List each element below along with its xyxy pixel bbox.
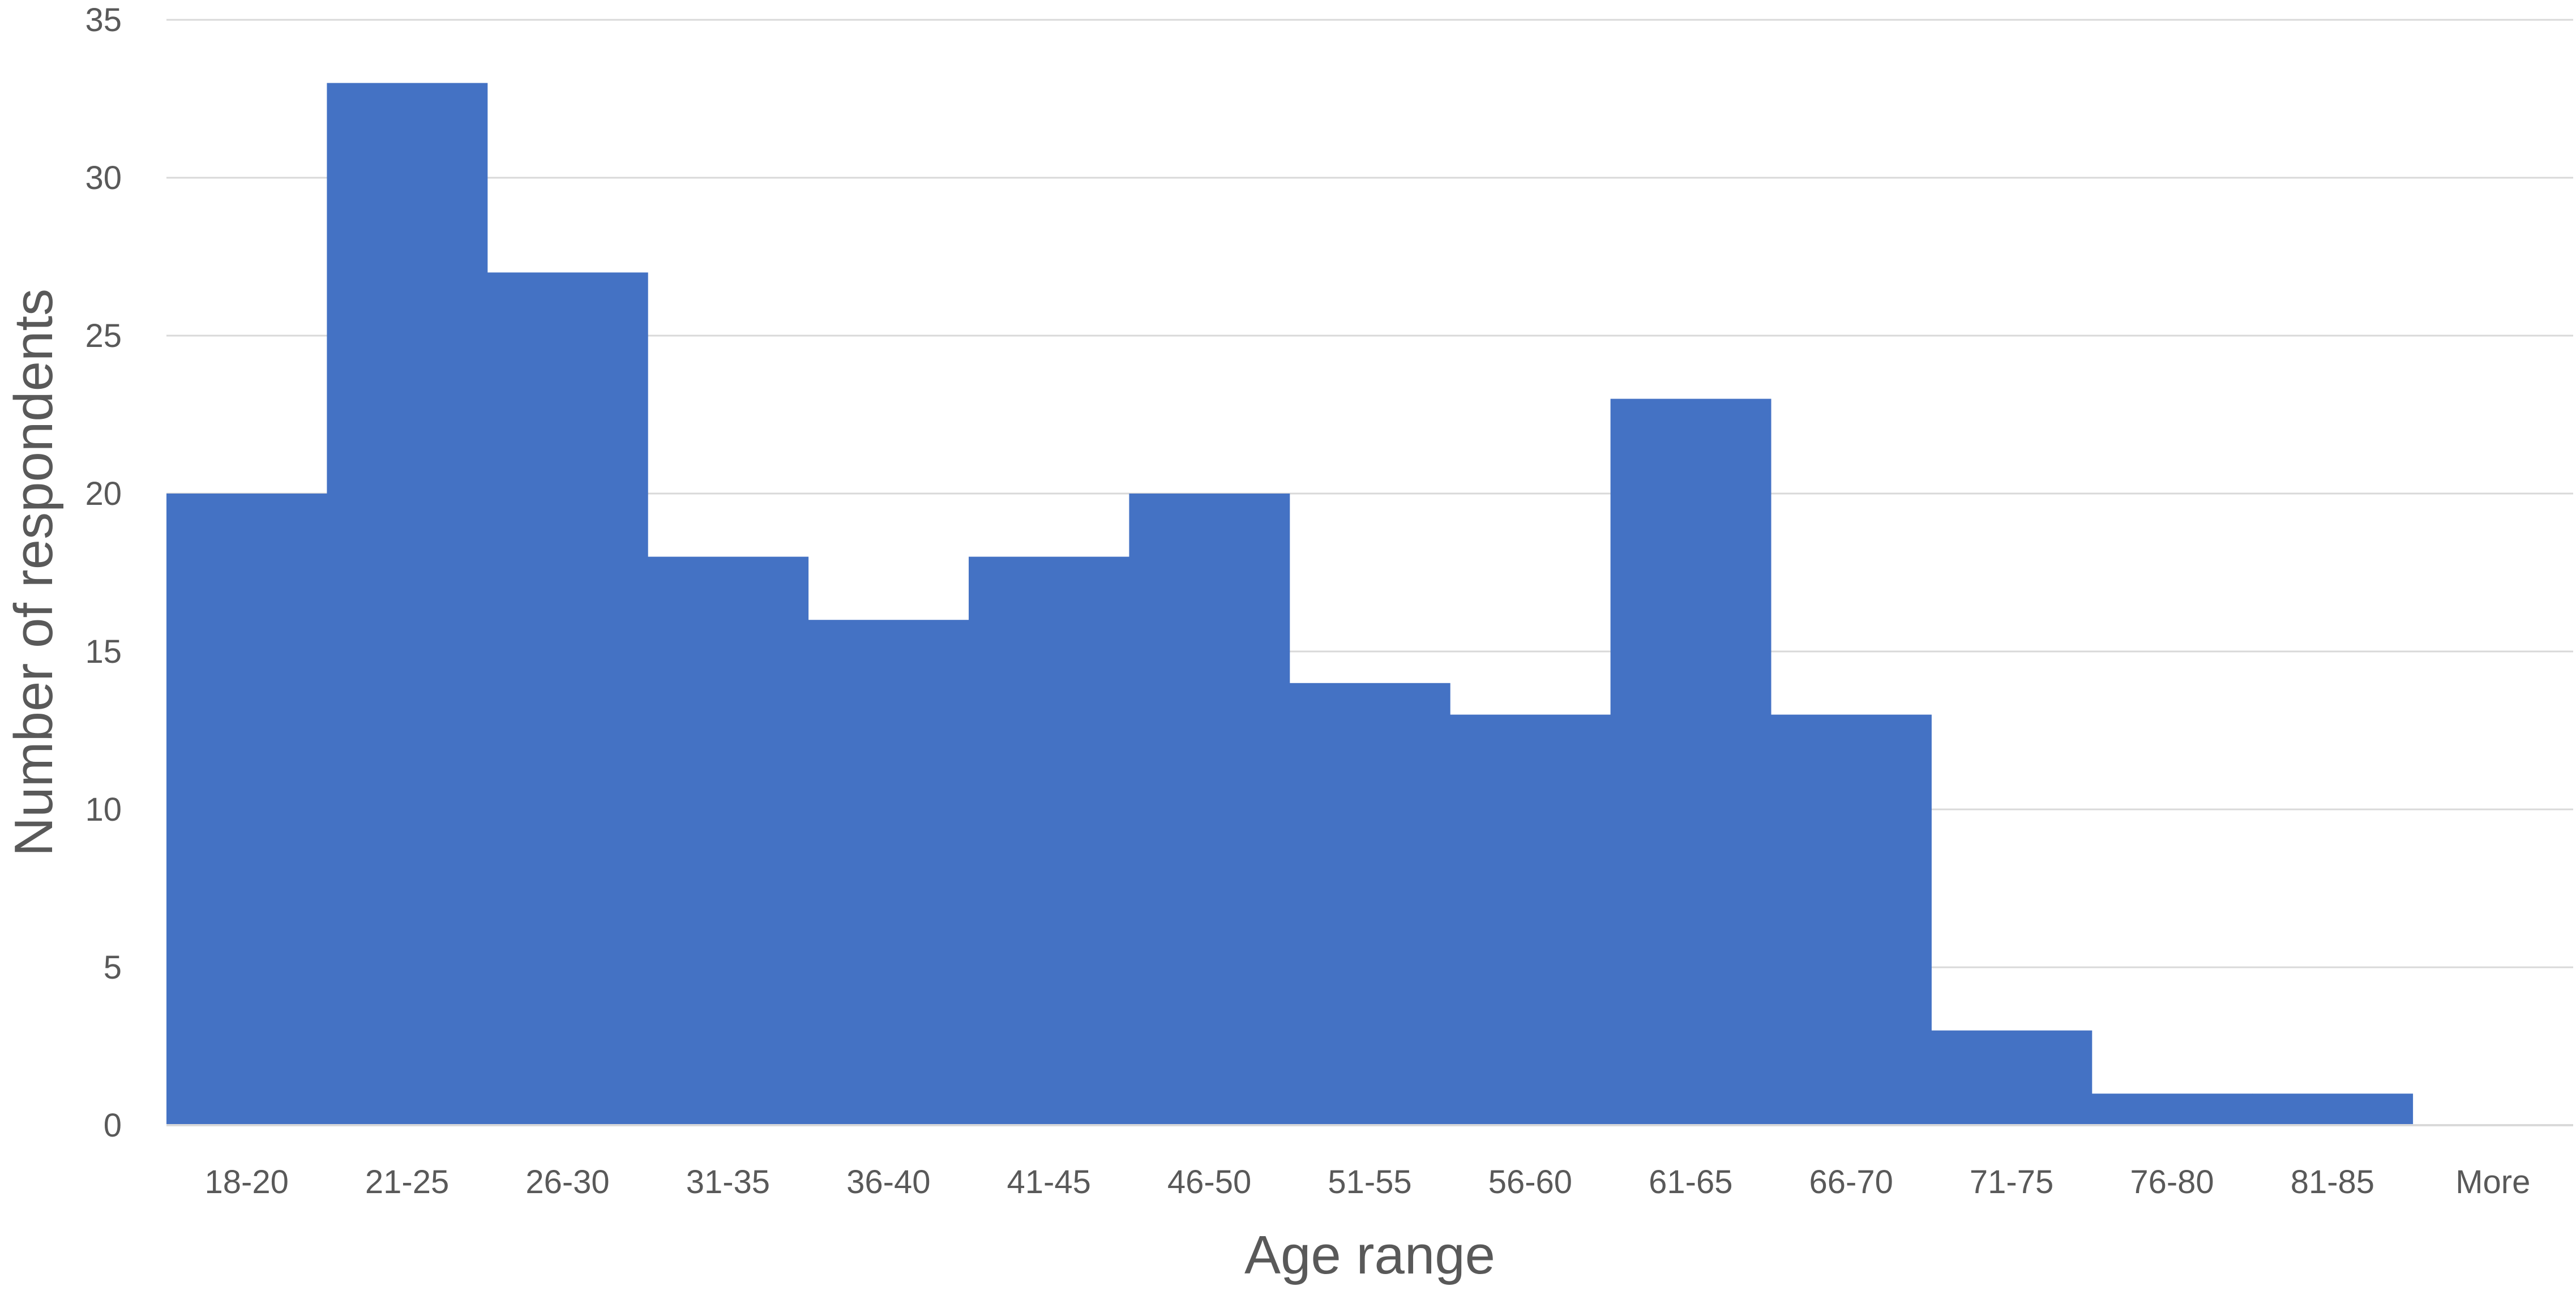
bar-31-35 (648, 556, 809, 1125)
bar-36-40 (808, 620, 969, 1125)
bar-21-25 (327, 83, 488, 1126)
x-tick-label: 41-45 (1007, 1164, 1091, 1200)
x-tick-label: 21-25 (365, 1164, 449, 1200)
x-tick-label: 18-20 (205, 1164, 289, 1200)
x-tick-label: 61-65 (1649, 1164, 1732, 1200)
bar-76-80 (2091, 1094, 2253, 1125)
bar-71-75 (1931, 1030, 2093, 1125)
bar-56-60 (1450, 714, 1611, 1125)
x-tick-label: 81-85 (2291, 1164, 2374, 1200)
x-tick-labels: 18-20 21-25 26-30 31-35 36-40 41-45 46-50 51-55… (205, 1164, 2531, 1200)
bar-46-50 (1129, 494, 1290, 1125)
x-tick-label: 36-40 (846, 1164, 930, 1200)
bar-26-30 (487, 272, 648, 1125)
bar-18-20 (166, 494, 327, 1125)
y-tick-labels: 0 5 10 15 20 25 30 35 (85, 2, 122, 1144)
x-tick-label: 66-70 (1809, 1164, 1893, 1200)
bar-51-55 (1289, 683, 1450, 1125)
x-axis-title: Age range (1244, 1225, 1495, 1285)
bar-66-70 (1771, 714, 1932, 1125)
x-tick-label: 46-50 (1167, 1164, 1251, 1200)
x-tick-label: 51-55 (1328, 1164, 1411, 1200)
y-tick-label: 0 (104, 1107, 122, 1144)
y-tick-label: 20 (85, 475, 122, 512)
x-tick-label: 76-80 (2130, 1164, 2214, 1200)
bar-81-85 (2252, 1094, 2414, 1125)
y-tick-label: 5 (104, 949, 122, 986)
bar-41-45 (969, 556, 1129, 1125)
x-tick-label: 26-30 (525, 1164, 609, 1200)
x-tick-label: 56-60 (1488, 1164, 1572, 1200)
y-tick-label: 15 (85, 633, 122, 670)
y-tick-label: 30 (85, 160, 122, 196)
y-axis-title: Number of respondents (3, 289, 64, 856)
x-tick-label: 71-75 (1970, 1164, 2053, 1200)
bars (166, 83, 2414, 1126)
y-tick-label: 25 (85, 318, 122, 354)
y-tick-label: 35 (85, 2, 122, 38)
y-tick-label: 10 (85, 791, 122, 828)
x-tick-label: 31-35 (686, 1164, 770, 1200)
x-tick-label: More (2455, 1164, 2530, 1200)
bar-61-65 (1610, 398, 1771, 1125)
